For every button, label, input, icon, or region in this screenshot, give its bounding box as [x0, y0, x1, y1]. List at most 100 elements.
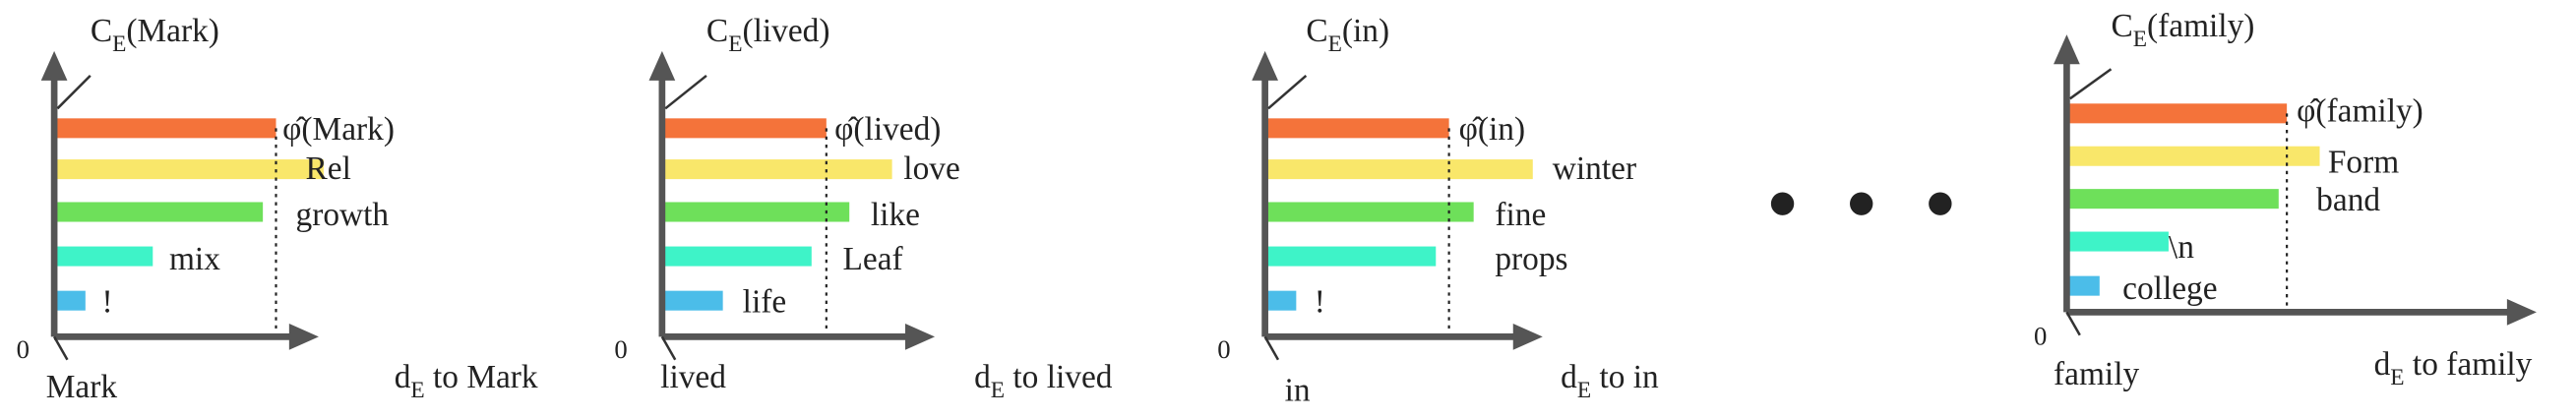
neighbor-label: \n	[2169, 229, 2194, 266]
distance-bar	[2066, 275, 2100, 296]
token-tick	[1263, 335, 1280, 361]
neighbor-label: mix	[169, 241, 220, 277]
distance-bar	[661, 290, 723, 311]
axis-label-text: to Mark	[425, 359, 538, 395]
neighbor-label: fine	[1495, 197, 1546, 233]
ce-label: CE(family)	[2111, 8, 2254, 52]
token-label: family	[2054, 356, 2139, 392]
neighbor-label: love	[903, 150, 959, 187]
token-tick	[53, 335, 69, 361]
distance-bar	[2066, 231, 2169, 252]
axis-label-text: to lived	[1005, 359, 1113, 395]
token-label: Mark	[46, 369, 118, 405]
distance-bar	[661, 118, 827, 139]
token-tick	[660, 335, 677, 361]
x-arrow	[288, 324, 319, 350]
distance-bar	[1264, 290, 1297, 311]
distance-bar	[661, 202, 850, 222]
ce-label-symbol: C	[1306, 13, 1327, 49]
neighbor-label: !	[102, 283, 113, 320]
ce-label-symbol: C	[91, 13, 112, 49]
distance-bar	[2066, 189, 2279, 210]
axis-label: dE to in	[1561, 359, 1659, 403]
ce-label-text: (Mark)	[126, 13, 219, 49]
neighbor-label: growth	[296, 197, 390, 233]
neighbor-label: life	[743, 283, 786, 320]
axis-label: dE to family	[2374, 346, 2533, 390]
x-arrow	[1512, 324, 1543, 350]
y-arrow	[648, 50, 676, 81]
neighbor-label: college	[2122, 270, 2217, 307]
neighbor-label: props	[1495, 241, 1567, 277]
axis-label-symbol: d	[395, 359, 411, 395]
ce-label-text: (family)	[2147, 8, 2254, 44]
ce-label-text: (lived)	[742, 13, 829, 49]
axis-label-symbol: d	[2374, 346, 2391, 383]
neighbor-label: like	[871, 197, 920, 233]
distance-bar	[1264, 246, 1437, 267]
token-label: in	[1285, 373, 1311, 409]
axis-label: dE to Mark	[395, 359, 538, 403]
phi-label: φ̂(lived)	[834, 111, 941, 148]
axis-label-subscript: E	[1577, 378, 1591, 403]
distance-bar	[661, 246, 812, 267]
ellipsis-dot	[1770, 192, 1795, 215]
neighbor-label: band	[2316, 182, 2380, 218]
neighbor-label: winter	[1553, 150, 1636, 187]
phi-label: φ̂(Mark)	[282, 111, 395, 148]
y-arrow	[2054, 34, 2080, 65]
token-label: lived	[660, 359, 726, 395]
neighbor-label: Form	[2328, 144, 2399, 180]
distance-bar	[54, 159, 324, 180]
ce-pointer	[56, 75, 92, 110]
token-tick	[2065, 311, 2081, 336]
axis-label-subscript: E	[991, 378, 1005, 403]
ce-label: CE(in)	[1306, 13, 1389, 57]
ce-label-symbol: C	[706, 13, 728, 49]
distance-bar	[2066, 146, 2320, 166]
ce-label-symbol: C	[2111, 8, 2132, 44]
distance-bar	[2066, 103, 2288, 124]
distance-bar	[1264, 118, 1449, 139]
ce-label-text: (in)	[1342, 13, 1389, 49]
x-arrow	[2506, 298, 2537, 326]
axis-label-subscript: E	[2390, 365, 2404, 390]
distance-bar	[661, 159, 892, 180]
origin-label: 0	[614, 334, 627, 364]
axis-label-text: to family	[2405, 346, 2533, 383]
distance-bar	[54, 118, 276, 139]
axis-label-subscript: E	[410, 378, 424, 403]
y-arrow	[1252, 50, 1278, 81]
ce-label: CE(Mark)	[91, 13, 219, 57]
ce-label: CE(lived)	[706, 13, 830, 57]
ce-pointer	[2069, 68, 2113, 100]
distance-bar	[54, 290, 86, 311]
ellipsis-dot	[1929, 192, 1952, 215]
phi-label: φ̂(in)	[1459, 111, 1525, 148]
y-arrow	[40, 50, 68, 81]
neighbor-label: Rel	[306, 150, 351, 187]
axis-label-symbol: d	[974, 359, 991, 395]
neighbor-label: Leaf	[843, 241, 904, 277]
ce-label-subscript: E	[728, 31, 742, 57]
ce-label-subscript: E	[2133, 27, 2147, 52]
origin-label: 0	[2034, 322, 2047, 351]
ce-pointer	[1267, 74, 1308, 110]
axis-label-symbol: d	[1561, 359, 1577, 395]
axis-label-text: to in	[1591, 359, 1659, 395]
neighbor-label: !	[1315, 283, 1325, 320]
distance-bar	[54, 202, 264, 222]
distance-bar	[54, 246, 153, 267]
phi-label: φ̂(family)	[2297, 93, 2423, 130]
ce-label-subscript: E	[1328, 31, 1342, 57]
ellipsis-dot	[1850, 192, 1873, 215]
ce-pointer	[664, 74, 707, 110]
origin-label: 0	[1217, 334, 1230, 364]
origin-label: 0	[17, 334, 30, 364]
distance-bar	[1264, 159, 1533, 180]
distance-bar	[1264, 202, 1474, 222]
x-arrow	[904, 324, 936, 350]
ce-label-subscript: E	[112, 31, 126, 57]
